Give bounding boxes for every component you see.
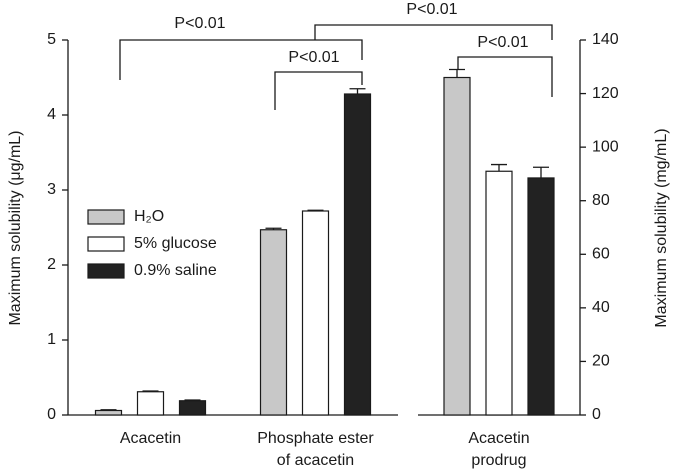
legend-label: 0.9% saline (134, 262, 217, 279)
error-bar (533, 166, 549, 178)
y-tick-label: 0 (592, 406, 601, 423)
x-tick-label: Acacetin (120, 430, 181, 447)
annotation: P<0.01 (477, 34, 528, 51)
error-bar (449, 68, 465, 78)
error-bar (491, 163, 507, 172)
annotation: P<0.01 (174, 15, 225, 32)
bracket (314, 24, 553, 40)
error-bar (265, 227, 282, 230)
bar (259, 229, 288, 416)
y-tick-label: 2 (47, 256, 56, 273)
y-tick-label: 4 (47, 106, 56, 123)
y-tick-label: 1 (47, 331, 56, 348)
x-tick-label: of acacetin (277, 452, 354, 469)
y-tick-label: 60 (592, 246, 610, 263)
x-tick-label: prodrug (471, 452, 526, 469)
y-tick-label: 0 (47, 406, 56, 423)
y-tick-label: 120 (592, 85, 619, 102)
error-bar (184, 399, 201, 401)
bracket (119, 39, 363, 80)
y-axis-label: Maximum solubility (μg/mL) (7, 130, 24, 325)
bracket (274, 71, 363, 110)
bar (178, 400, 207, 416)
bar (94, 409, 123, 416)
error-bar (142, 390, 159, 392)
y2-axis-label: Maximum solubility (mg/mL) (653, 128, 670, 327)
error-bar (307, 209, 324, 211)
y-tick-label: 80 (592, 192, 610, 209)
x-tick-label: Phosphate ester (257, 430, 374, 447)
error-bar (349, 88, 366, 94)
legend-label: 5% glucose (134, 235, 217, 252)
bar (136, 391, 165, 416)
legend-label: H₂O (134, 208, 164, 225)
legend-swatch (87, 263, 125, 279)
legend-swatch (87, 236, 125, 252)
bracket (457, 56, 553, 97)
y-tick-label: 3 (47, 181, 56, 198)
legend-swatch (87, 209, 125, 225)
bar (443, 76, 471, 416)
y-tick-label: 5 (47, 31, 56, 48)
bar (301, 210, 330, 416)
annotation: P<0.01 (406, 1, 457, 18)
y-tick-label: 140 (592, 31, 619, 48)
bar (343, 93, 372, 416)
x-tick-label: Acacetin (468, 430, 529, 447)
y-tick-label: 100 (592, 138, 619, 155)
y-tick-label: 40 (592, 299, 610, 316)
y-tick-label: 20 (592, 353, 610, 370)
error-bar (100, 409, 117, 411)
bar (485, 170, 513, 416)
bar (527, 177, 555, 416)
annotation: P<0.01 (288, 49, 339, 66)
